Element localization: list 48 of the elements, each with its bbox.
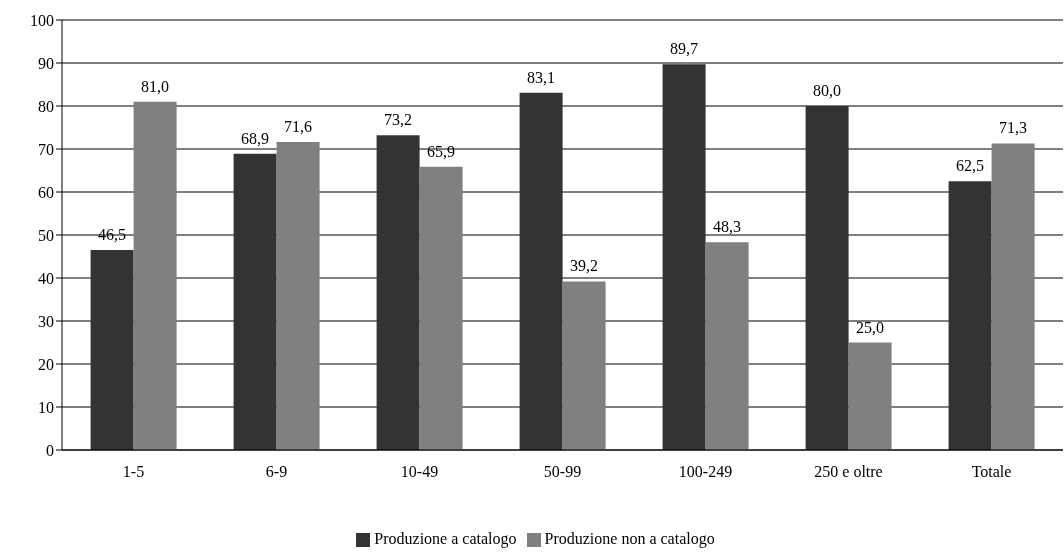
- y-tick-label: 0: [46, 441, 54, 459]
- bar: [233, 153, 277, 450]
- y-tick-label: 100: [30, 11, 54, 29]
- data-label: 89,7: [670, 40, 699, 58]
- x-tick-label: 1-5: [122, 463, 145, 481]
- y-tick-label: 70: [38, 140, 54, 158]
- x-tick-label: 50-99: [543, 463, 582, 481]
- x-tick-label: 10-49: [400, 463, 439, 481]
- x-tick-label: 6-9: [265, 463, 288, 481]
- data-label: 48,3: [713, 218, 742, 236]
- bar: [376, 135, 420, 450]
- data-label: 62,5: [956, 157, 985, 175]
- data-label: 65,9: [427, 142, 456, 160]
- bar: [133, 101, 177, 450]
- y-tick-label: 30: [38, 312, 54, 330]
- legend-label: Produzione non a catalogo: [544, 530, 715, 547]
- y-tick-label: 20: [38, 355, 54, 373]
- x-tick-label: 250 e oltre: [814, 463, 883, 481]
- y-tick-label: 90: [38, 54, 54, 72]
- bar: [562, 281, 606, 450]
- data-label: 71,3: [999, 119, 1028, 137]
- legend-label: Produzione a catalogo: [374, 530, 517, 547]
- bar: [848, 342, 892, 450]
- bar: [419, 166, 463, 450]
- data-label: 25,0: [856, 318, 885, 336]
- bar: [948, 181, 992, 450]
- x-tick-label: 100-249: [678, 463, 733, 481]
- y-tick-label: 10: [38, 398, 54, 416]
- bar: [90, 250, 134, 450]
- data-label: 73,2: [384, 111, 413, 129]
- data-label: 68,9: [241, 129, 270, 147]
- y-tick-label: 60: [38, 183, 54, 201]
- y-tick-label: 50: [38, 226, 54, 244]
- data-label: 39,2: [570, 257, 599, 275]
- data-label: 80,0: [813, 82, 842, 99]
- y-tick-label: 80: [38, 97, 54, 115]
- x-tick-label: Totale: [971, 463, 1012, 481]
- y-tick-label: 40: [38, 269, 54, 287]
- bar: [662, 64, 706, 450]
- bar: [276, 142, 320, 450]
- bar: [991, 143, 1035, 450]
- bar: [805, 106, 849, 450]
- data-label: 81,0: [141, 77, 170, 95]
- bar: [519, 92, 563, 450]
- data-label: 71,6: [284, 118, 313, 136]
- data-label: 46,5: [98, 226, 127, 244]
- bar: [705, 242, 749, 450]
- data-label: 83,1: [527, 68, 556, 86]
